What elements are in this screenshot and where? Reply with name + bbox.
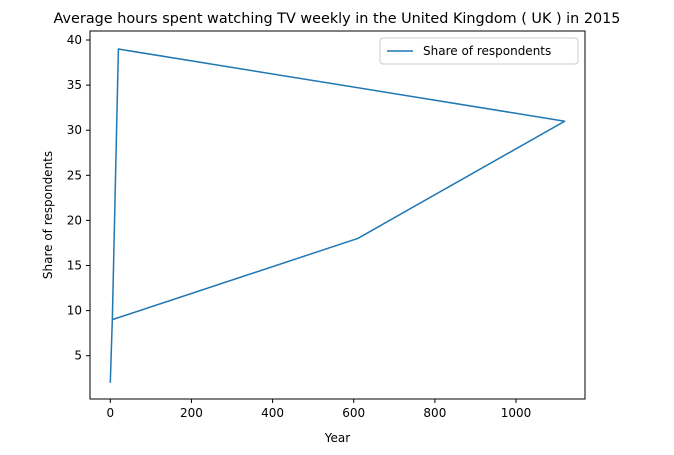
y-tick-label: 25 [67, 168, 82, 182]
x-axis-label: Year [324, 431, 350, 445]
x-tick-label: 800 [423, 406, 446, 420]
y-tick-label: 35 [67, 78, 82, 92]
x-tick-label: 0 [106, 406, 114, 420]
axis-ticks: 0 200 400 600 800 1000 5 10 15 20 25 30 35 40 [67, 33, 532, 420]
x-tick-label: 600 [342, 406, 365, 420]
series-group [109, 48, 566, 383]
x-tick-label: 400 [261, 406, 284, 420]
y-tick-label: 15 [67, 259, 82, 273]
y-tick-label: 20 [67, 213, 82, 227]
y-tick-label: 10 [67, 304, 82, 318]
y-tick-label: 5 [74, 349, 82, 363]
legend-label: Share of respondents [423, 44, 551, 58]
y-tick-label: 40 [67, 33, 82, 47]
plot-frame [89, 30, 586, 400]
chart-title: Average hours spent watching TV weekly i… [54, 11, 621, 27]
series-line [109, 48, 566, 383]
legend: Share of respondents [379, 37, 579, 65]
x-tick-label: 1000 [501, 406, 532, 420]
x-tick-label: 200 [180, 406, 203, 420]
y-tick-label: 30 [67, 123, 82, 137]
legend-box [379, 37, 579, 65]
y-axis-label: Share of respondents [41, 151, 55, 279]
